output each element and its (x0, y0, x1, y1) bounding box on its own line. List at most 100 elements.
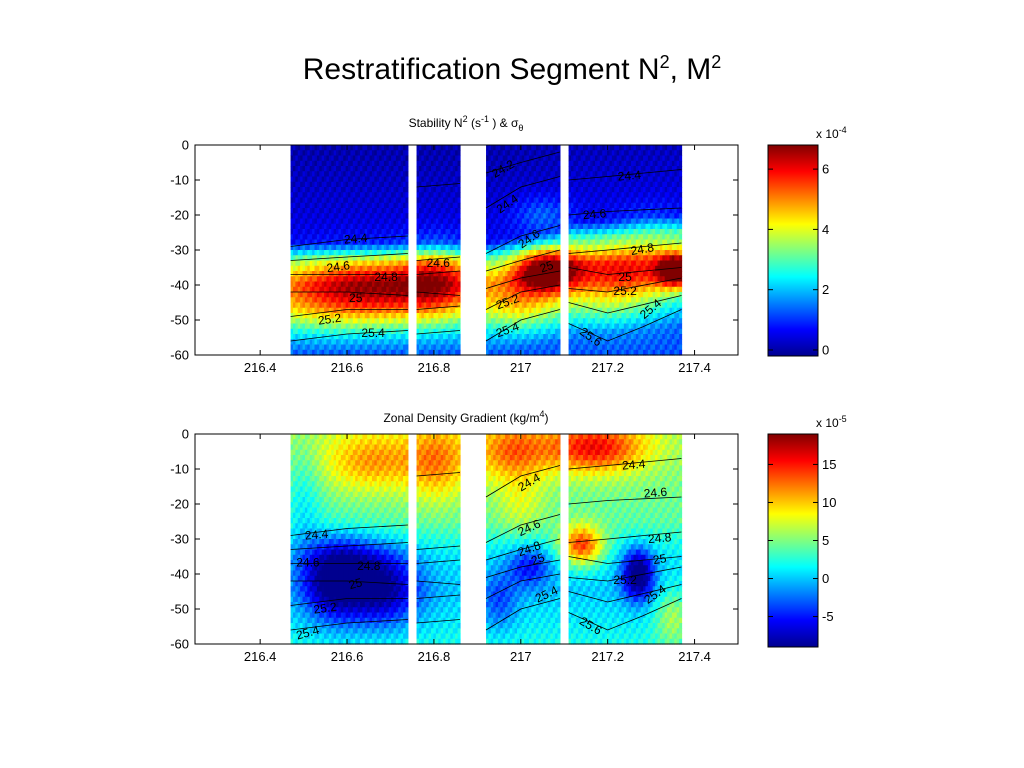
heat-cell (290, 250, 294, 256)
heat-cell (405, 166, 409, 172)
heat-cell (300, 192, 304, 199)
heat-cell (350, 244, 354, 251)
heat-cell (388, 334, 392, 340)
heat-cell (379, 150, 383, 157)
heat-cell (348, 271, 352, 277)
heat-cell (369, 250, 373, 256)
heat-cell (371, 307, 375, 314)
heat-cell (333, 166, 337, 172)
heat-cell (307, 202, 311, 209)
heat-cell (300, 223, 304, 230)
heat-cell (379, 166, 383, 172)
heat-cell (357, 160, 361, 167)
heat-cell (340, 155, 344, 162)
heat-cell (314, 297, 318, 304)
heat-cell (348, 208, 352, 214)
heat-cell (312, 171, 316, 178)
heat-cell (359, 218, 363, 225)
heat-cell (405, 202, 409, 209)
heat-cell (395, 244, 399, 251)
heat-cell (319, 297, 323, 304)
heat-cell (343, 192, 347, 199)
heat-cell (309, 344, 313, 351)
heat-cell (364, 318, 368, 325)
heat-cell (405, 339, 409, 346)
heat-cell (348, 265, 352, 272)
heat-cell (374, 250, 378, 256)
heat-cell (391, 197, 395, 204)
heat-cell (383, 244, 387, 251)
heat-cell (292, 192, 296, 199)
heat-cell (316, 318, 320, 325)
heat-cell (457, 250, 461, 256)
heat-cell (357, 260, 361, 267)
heat-cell (309, 271, 313, 277)
heat-cell (367, 160, 371, 167)
heat-cell (386, 166, 390, 172)
heat-cell (304, 323, 308, 330)
heat-cell (371, 150, 375, 157)
heat-cell (376, 223, 380, 230)
heat-cell (314, 250, 318, 256)
heat-cell (393, 234, 397, 241)
heat-cell (457, 281, 461, 288)
heat-cell (367, 223, 371, 230)
heat-cell (362, 197, 366, 204)
heat-cell (336, 150, 340, 157)
heat-cell (350, 255, 354, 262)
heat-cell (340, 244, 344, 251)
heat-cell (297, 281, 301, 288)
heat-cell (292, 150, 296, 157)
heat-cell (374, 344, 378, 351)
heat-cell (376, 265, 380, 272)
heat-cell (300, 302, 304, 309)
heat-cell (352, 244, 356, 251)
heat-cell (357, 145, 361, 151)
heat-cell (338, 160, 342, 167)
heat-cell (381, 160, 385, 167)
heat-cell (357, 302, 361, 309)
heat-cell (333, 223, 337, 230)
heat-cell (386, 265, 390, 272)
heat-cell (376, 307, 380, 314)
heat-cell (307, 160, 311, 167)
heat-cell (369, 176, 373, 183)
heat-cell (309, 281, 313, 288)
heat-cell (369, 218, 373, 225)
heat-cell (362, 292, 366, 298)
heat-cell (302, 255, 306, 262)
heat-cell (457, 344, 461, 351)
heat-cell (292, 229, 296, 235)
heat-cell (319, 302, 323, 309)
heat-cell (357, 318, 361, 325)
heat-cell (557, 150, 561, 157)
heat-cell (307, 297, 311, 304)
heat-cell (371, 281, 375, 288)
heat-cell (312, 176, 316, 183)
heat-cell (333, 276, 337, 283)
heat-cell (386, 150, 390, 157)
heat-cell (340, 208, 344, 214)
heat-cell (326, 218, 330, 225)
heat-cell (352, 297, 356, 304)
heat-cell (457, 239, 461, 246)
heat-cell (376, 313, 380, 319)
heat-cell (362, 223, 366, 230)
heat-cell (297, 297, 301, 304)
heat-cell (374, 234, 378, 241)
heat-cell (312, 313, 316, 319)
heat-cell (388, 286, 392, 293)
heat-cell (292, 255, 296, 262)
heat-cell (297, 155, 301, 162)
heat-cell (304, 318, 308, 325)
heat-cell (395, 271, 399, 277)
heat-cell (331, 339, 335, 346)
heat-cell (302, 307, 306, 314)
heat-cell (557, 307, 561, 314)
heat-cell (457, 297, 461, 304)
heat-cell (295, 260, 299, 267)
heat-cell (309, 176, 313, 183)
heat-cell (359, 234, 363, 241)
slide-title-main: Restratification Segment N (302, 53, 660, 86)
heat-cell (324, 213, 328, 220)
